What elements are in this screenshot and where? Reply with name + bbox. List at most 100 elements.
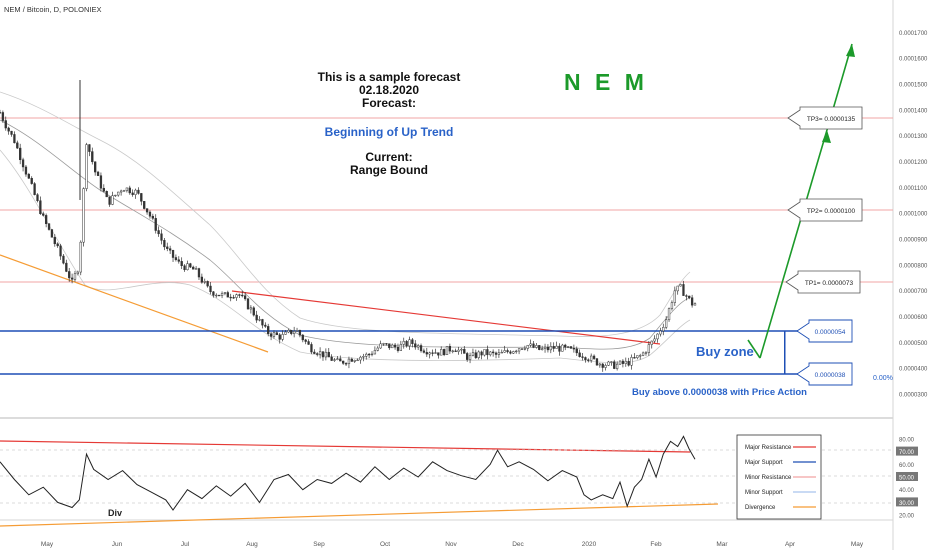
candle-body [0, 112, 2, 114]
candle-body [168, 248, 172, 251]
forecast-arrowhead-1 [822, 130, 831, 143]
forecast-label: Forecast: [362, 96, 416, 110]
candle-body [555, 345, 558, 349]
candle-body [543, 346, 547, 349]
divergence-line-main [0, 254, 269, 353]
candle-body [382, 343, 385, 345]
candle-body [114, 194, 117, 197]
candle-body [529, 343, 532, 346]
zone-top-callout[interactable]: 0.0000054 [796, 319, 853, 343]
candle-body [350, 358, 353, 362]
candle-body [246, 298, 250, 310]
candle-body [515, 350, 518, 353]
candle-body [526, 345, 529, 349]
candle-body [650, 340, 653, 345]
oscillator-divergence-line [0, 503, 719, 527]
candle-body [76, 271, 80, 275]
legend-label: Divergence [745, 505, 776, 511]
osc-tick-highlight [896, 472, 918, 481]
candle-body [85, 144, 88, 189]
candle-body [578, 352, 581, 357]
legend-label: Minor Support [745, 490, 783, 496]
zone-bottom-label: 0.0000038 [815, 372, 846, 379]
candle-body [425, 352, 428, 355]
candle-body [163, 240, 166, 248]
price-tick-label: 0.0000500 [899, 341, 928, 347]
tp3-callout[interactable]: TP3= 0.0000135 [787, 106, 863, 130]
candle-body [189, 263, 192, 268]
legend-label: Major Resistance [745, 445, 792, 451]
candle-body [546, 346, 550, 351]
candle-body [226, 292, 229, 298]
candle-body [564, 344, 567, 348]
candle-body [56, 243, 59, 247]
candle-body [370, 353, 374, 356]
candle-body [344, 363, 348, 365]
candle-body [437, 352, 440, 356]
time-tick-label: Aug [246, 541, 258, 548]
candle-body [229, 296, 232, 299]
candle-body [497, 352, 501, 355]
candle-body [157, 230, 160, 235]
tp1-callout[interactable]: TP1= 0.0000073 [785, 270, 861, 294]
candle-body [122, 190, 126, 192]
forecast-line-1: This is a sample forecast [318, 70, 461, 84]
candle-body [451, 350, 454, 352]
candle-body [685, 295, 688, 297]
candle-body [70, 277, 74, 280]
candle-body [295, 330, 299, 332]
tp2-callout[interactable]: TP2= 0.0000100 [787, 198, 863, 222]
candle-body [601, 363, 604, 368]
candle-body [119, 190, 123, 193]
major-resistance-trendline [231, 290, 661, 345]
legend-label: Major Support [745, 460, 783, 466]
candle-body [171, 249, 175, 258]
candle-body [572, 348, 576, 350]
candle-body [673, 290, 676, 303]
candle-body [549, 346, 552, 351]
candle-body [359, 356, 362, 361]
candle-body [500, 351, 503, 354]
candle-body [385, 343, 388, 345]
candle-body [206, 281, 209, 287]
candle-body [419, 345, 423, 352]
candle-body [223, 292, 227, 294]
time-tick-label: Jun [112, 541, 123, 548]
candle-body [639, 355, 642, 357]
time-tick-label: Mar [716, 541, 728, 548]
osc-tick-label: 80.00 [899, 437, 915, 443]
candle-body [667, 308, 671, 321]
candle-body [362, 356, 365, 358]
candle-body [310, 344, 313, 353]
candle-body [422, 350, 426, 353]
candle-body [353, 360, 356, 362]
forecast-arrowhead-2 [846, 44, 855, 57]
candle-body [154, 218, 157, 231]
candle-body [47, 223, 51, 230]
nem-logo-text: N E M [564, 69, 648, 95]
candle-body [670, 302, 674, 309]
candle-body [411, 339, 414, 344]
zone-bottom-callout[interactable]: 0.0000038 [796, 362, 853, 386]
candle-body [39, 200, 42, 215]
candle-body [232, 297, 235, 299]
candle-body [517, 348, 521, 352]
time-tick-label: Sep [313, 541, 325, 548]
candle-body [203, 281, 206, 283]
candle-body [665, 319, 668, 328]
candle-body [252, 307, 255, 316]
candle-body [468, 355, 472, 360]
candle-body [134, 189, 137, 195]
upper-band [0, 91, 691, 338]
candle-body [486, 349, 489, 356]
candle-body [313, 351, 316, 354]
candle-body [13, 134, 16, 144]
candle-body [79, 241, 82, 273]
price-tick-label: 0.0001500 [899, 82, 928, 88]
forecast-date: 02.18.2020 [359, 83, 419, 97]
candle-body [272, 332, 276, 337]
candle-body [388, 343, 391, 349]
candle-body [65, 262, 68, 272]
candle-body [662, 327, 665, 332]
